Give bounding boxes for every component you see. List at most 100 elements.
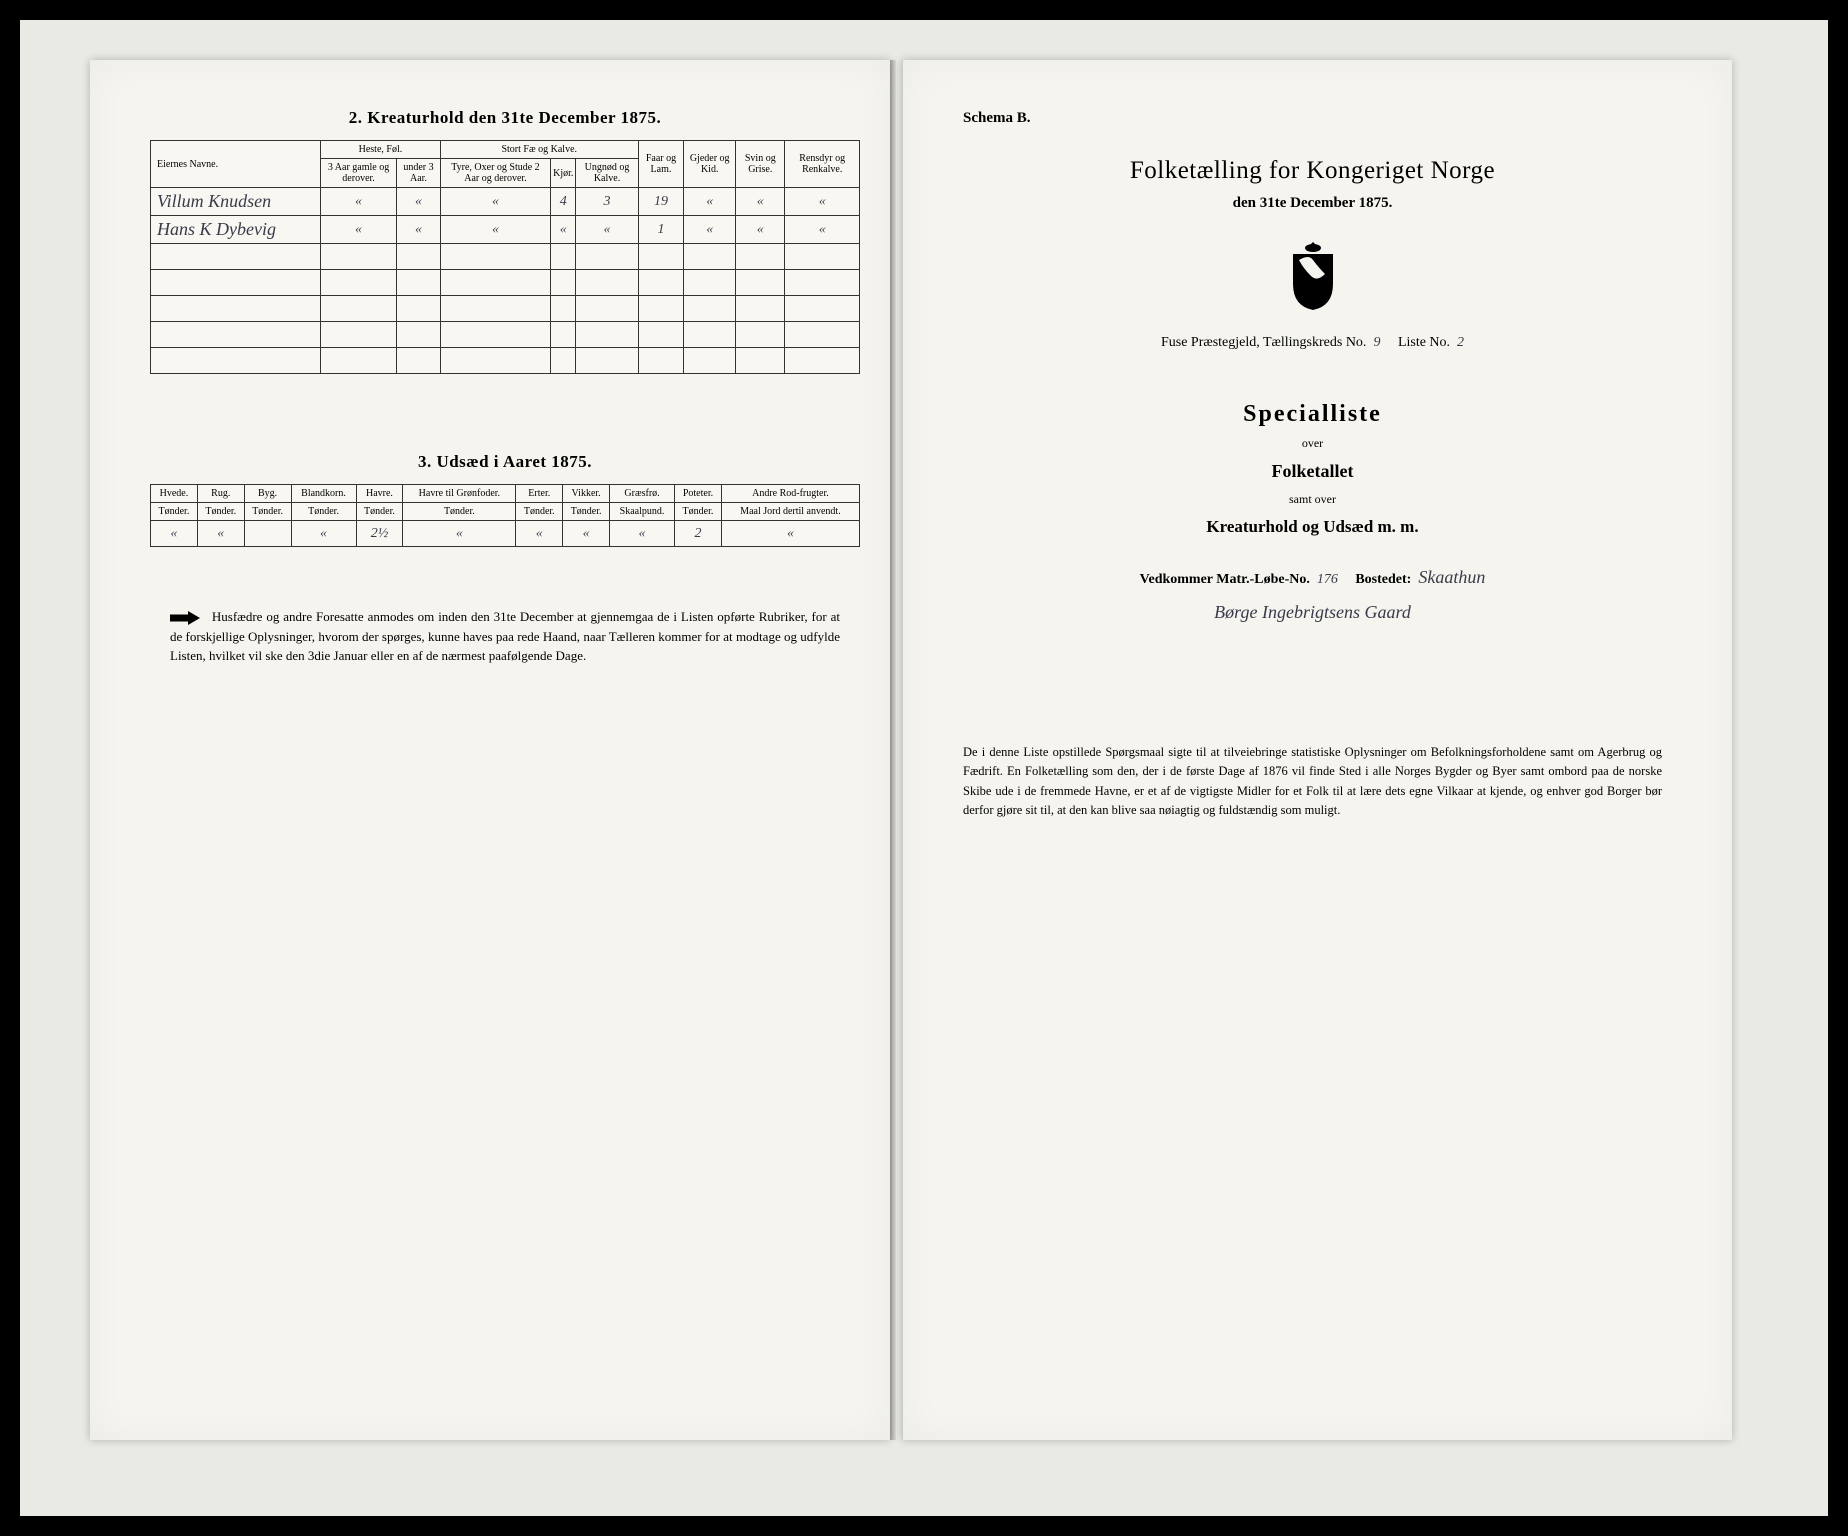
col-unit: Tønder. — [403, 503, 516, 521]
right-page: Schema B. Folketælling for Kongeriget No… — [902, 60, 1732, 1440]
table-row: Villum Knudsen«««4319««« — [151, 188, 860, 216]
handwritten-text: Børge Ingebrigtsens Gaard — [1214, 602, 1411, 622]
col-header: Havre. — [356, 485, 403, 503]
col-s3: Ungnød og Kalve. — [576, 159, 638, 188]
vedk-label1: Vedkommer Matr.-Løbe-No. — [1140, 572, 1310, 587]
left-footnote: Husfædre og andre Foresatte anmodes om i… — [150, 607, 860, 666]
cell: « — [551, 216, 576, 244]
col-header: Erter. — [516, 485, 563, 503]
table-row: Hans K Dybevig«««««1««« — [151, 216, 860, 244]
col-unit: Tønder. — [291, 503, 356, 521]
cell: 3 — [576, 188, 638, 216]
col-header: Havre til Grønfoder. — [403, 485, 516, 503]
col-unit: Tønder. — [356, 503, 403, 521]
grp-heste: Heste, Føl. — [321, 141, 441, 159]
col-unit: Maal Jord dertil anvendt. — [721, 503, 859, 521]
cell: 19 — [638, 188, 684, 216]
col-unit: Tønder. — [516, 503, 563, 521]
col-h2: under 3 Aar. — [397, 159, 441, 188]
cell: « — [721, 521, 859, 547]
cell: « — [321, 188, 397, 216]
col-gjed: Gjeder og Kid. — [684, 141, 736, 188]
cell: « — [321, 216, 397, 244]
page-spread: 2. Kreaturhold den 31te December 1875. E… — [90, 60, 1770, 1440]
cell: « — [736, 188, 785, 216]
vedk-val1: 176 — [1317, 572, 1338, 587]
col-unit: Tønder. — [151, 503, 198, 521]
col-unit: Tønder. — [244, 503, 291, 521]
cell: « — [610, 521, 675, 547]
table-row — [151, 270, 860, 296]
cell: 4 — [551, 188, 576, 216]
col-unit: Tønder. — [675, 503, 722, 521]
udsaed-table: Hvede.Rug.Byg.Blandkorn.Havre.Havre til … — [150, 484, 860, 547]
table-row — [151, 244, 860, 270]
grp-stort: Stort Fæ og Kalve. — [440, 141, 638, 159]
left-footnote-text: Husfædre og andre Foresatte anmodes om i… — [170, 609, 840, 663]
cell — [244, 521, 291, 547]
cell: « — [197, 521, 244, 547]
col-faar: Faar og Lam. — [638, 141, 684, 188]
meta-line: Fuse Præstegjeld, Tællingskreds No. 9 Li… — [953, 335, 1672, 351]
cell: « — [397, 188, 441, 216]
col-s2: Kjør. — [551, 159, 576, 188]
col-unit: Tønder. — [563, 503, 610, 521]
vedk-label2: Bostedet: — [1355, 572, 1411, 587]
cell: « — [440, 188, 550, 216]
cell: « — [563, 521, 610, 547]
col-rens: Rensdyr og Renkalve. — [785, 141, 860, 188]
specialliste-heading: Specialliste — [953, 401, 1672, 428]
meta-label2: Liste No. — [1398, 335, 1450, 350]
cell: 2 — [675, 521, 722, 547]
cell: « — [576, 216, 638, 244]
schema-label: Schema B. — [963, 110, 1672, 127]
page-gutter — [890, 60, 896, 1440]
meta-prefix: Fuse — [1161, 335, 1187, 350]
cell: « — [291, 521, 356, 547]
col-header: Rug. — [197, 485, 244, 503]
folketallet-label: Folketallet — [953, 461, 1672, 482]
col-header: Hvede. — [151, 485, 198, 503]
owner-name: Villum Knudsen — [151, 188, 321, 216]
cell: « — [151, 521, 198, 547]
col-header: Blandkorn. — [291, 485, 356, 503]
col-header: Andre Rod-frugter. — [721, 485, 859, 503]
col-header: Byg. — [244, 485, 291, 503]
owner-name: Hans K Dybevig — [151, 216, 321, 244]
main-subtitle: den 31te December 1875. — [953, 195, 1672, 212]
col-unit: Tønder. — [197, 503, 244, 521]
col-svin: Svin og Grise. — [736, 141, 785, 188]
table-row — [151, 348, 860, 374]
coat-of-arms-icon — [953, 240, 1672, 317]
meta-val1: 9 — [1373, 335, 1380, 350]
col-unit: Skaalpund. — [610, 503, 675, 521]
meta-val2: 2 — [1457, 335, 1464, 350]
table-row — [151, 296, 860, 322]
pointer-icon — [170, 611, 200, 625]
cell: « — [516, 521, 563, 547]
cell: 1 — [638, 216, 684, 244]
over-label: over — [953, 436, 1672, 451]
section3-title: 3. Udsæd i Aaret 1875. — [150, 452, 860, 472]
cell: « — [736, 216, 785, 244]
cell: « — [785, 188, 860, 216]
handwritten-line: Børge Ingebrigtsens Gaard — [953, 602, 1672, 623]
col-name: Eiernes Navne. — [151, 141, 321, 188]
cell: « — [403, 521, 516, 547]
table-row — [151, 322, 860, 348]
col-header: Vikker. — [563, 485, 610, 503]
cell: « — [785, 216, 860, 244]
meta-label1: Præstegjeld, Tællingskreds No. — [1191, 335, 1367, 350]
col-s1: Tyre, Oxer og Stude 2 Aar og derover. — [440, 159, 550, 188]
samt-label: samt over — [953, 492, 1672, 507]
cell: 2½ — [356, 521, 403, 547]
vedkommer-line: Vedkommer Matr.-Løbe-No. 176 Bostedet: S… — [953, 567, 1672, 588]
col-header: Poteter. — [675, 485, 722, 503]
cell: « — [440, 216, 550, 244]
kreatur-label: Kreaturhold og Udsæd m. m. — [953, 517, 1672, 537]
cell: « — [684, 216, 736, 244]
cell: « — [397, 216, 441, 244]
left-page: 2. Kreaturhold den 31te December 1875. E… — [90, 60, 890, 1440]
main-title: Folketælling for Kongeriget Norge — [953, 157, 1672, 185]
vedk-val2: Skaathun — [1418, 567, 1485, 587]
